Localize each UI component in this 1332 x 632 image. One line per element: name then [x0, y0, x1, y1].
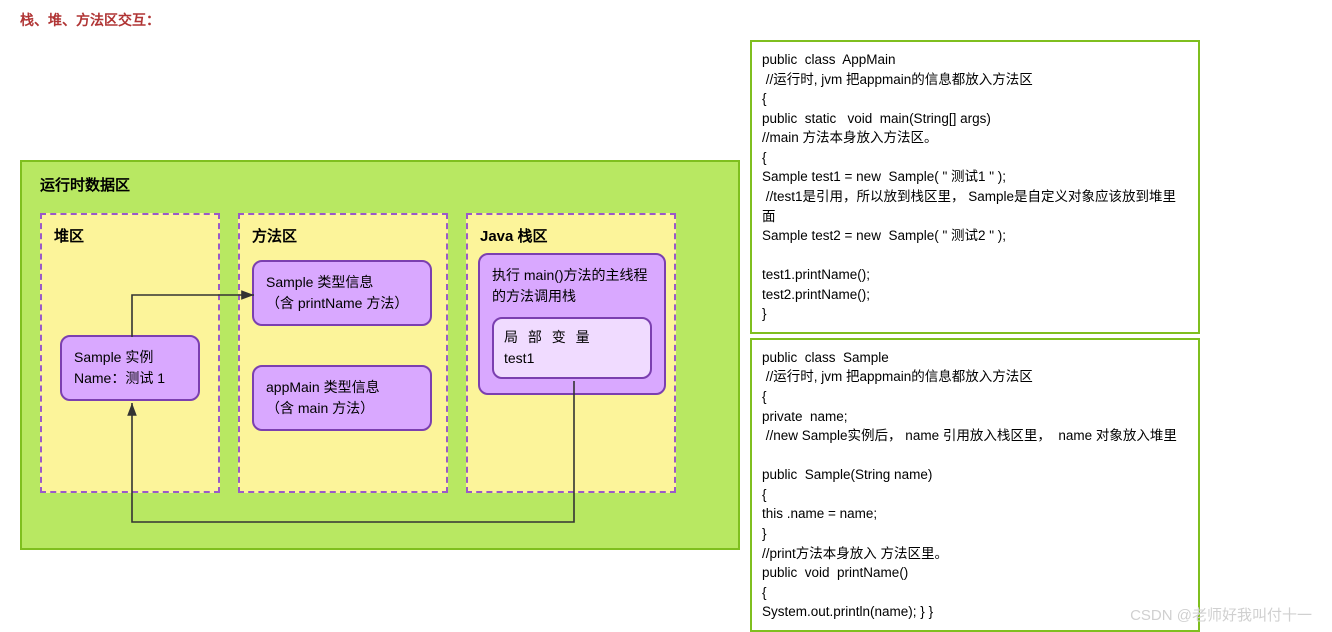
diagram-wrap: 运行时数据区 堆区 Sample 实例 Name：测试 1 方法区 Sample… [20, 160, 740, 550]
heap-title: 堆区 [54, 225, 206, 246]
method-node2-line1: appMain 类型信息 [266, 377, 418, 398]
method-title: 方法区 [252, 225, 434, 246]
page-title: 栈、堆、方法区交互： [0, 0, 1332, 40]
code-panel-appmain: public class AppMain //运行时, jvm 把appmain… [750, 40, 1200, 334]
method-node2-line2: （含 main 方法） [266, 398, 418, 419]
method-area-region: 方法区 Sample 类型信息 （含 printName 方法） appMain… [238, 213, 448, 493]
code-panel-sample: public class Sample //运行时, jvm 把appmain的… [750, 338, 1200, 632]
stack-outer-text: 执行 main()方法的主线程的方法调用栈 [492, 265, 652, 307]
method-node1-line2: （含 printName 方法） [266, 293, 418, 314]
stack-frame-node: 执行 main()方法的主线程的方法调用栈 局 部 变 量 test1 [478, 253, 666, 395]
stack-title: Java 栈区 [480, 225, 662, 246]
watermark: CSDN @老师好我叫付十一 [1130, 604, 1312, 625]
stack-inner-line2: test1 [504, 348, 640, 369]
runtime-data-area-diagram: 运行时数据区 堆区 Sample 实例 Name：测试 1 方法区 Sample… [20, 160, 740, 550]
diagram-title: 运行时数据区 [40, 174, 720, 195]
java-stack-region: Java 栈区 执行 main()方法的主线程的方法调用栈 局 部 变 量 te… [466, 213, 676, 493]
method-sample-type-node: Sample 类型信息 （含 printName 方法） [252, 260, 432, 326]
method-node1-line1: Sample 类型信息 [266, 272, 418, 293]
heap-sample-instance-node: Sample 实例 Name：测试 1 [60, 335, 200, 401]
heap-node-line2: Name：测试 1 [74, 368, 186, 389]
heap-region: 堆区 Sample 实例 Name：测试 1 [40, 213, 220, 493]
main-row: 运行时数据区 堆区 Sample 实例 Name：测试 1 方法区 Sample… [0, 40, 1332, 632]
regions-row: 堆区 Sample 实例 Name：测试 1 方法区 Sample 类型信息 （… [40, 213, 720, 493]
local-var-node: 局 部 变 量 test1 [492, 317, 652, 379]
code-column: public class AppMain //运行时, jvm 把appmain… [750, 40, 1200, 632]
method-appmain-type-node: appMain 类型信息 （含 main 方法） [252, 365, 432, 431]
stack-inner-line1: 局 部 变 量 [504, 327, 640, 348]
heap-node-line1: Sample 实例 [74, 347, 186, 368]
